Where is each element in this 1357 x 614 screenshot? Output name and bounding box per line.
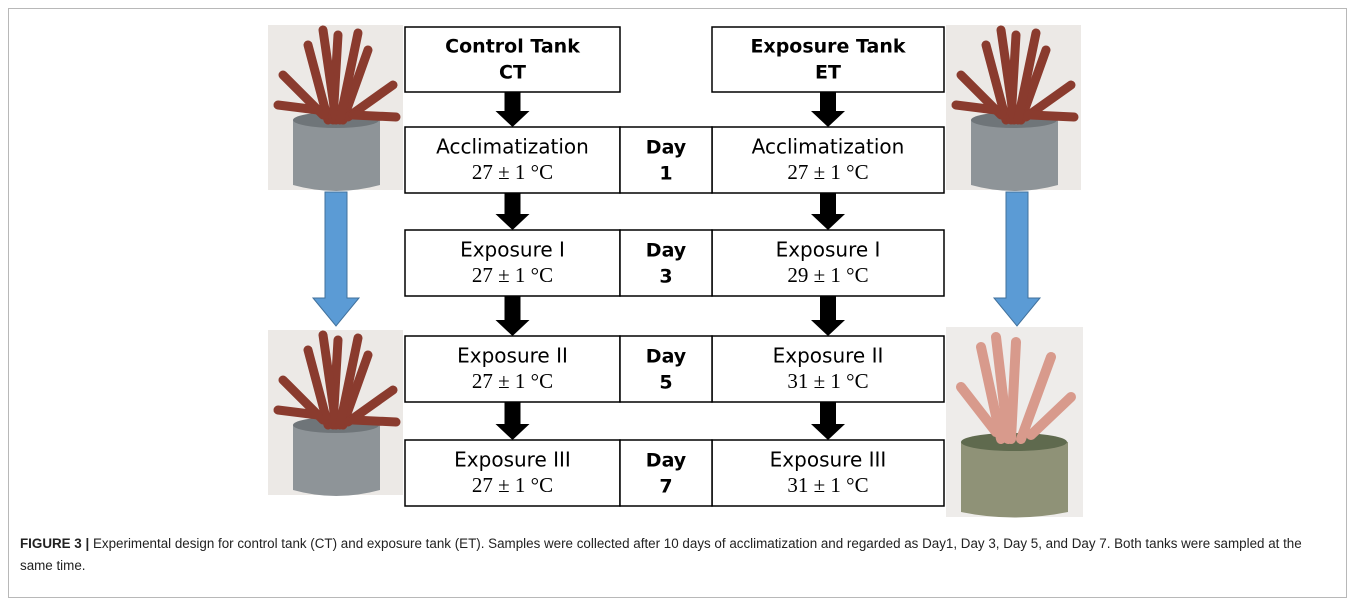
flow-arrow	[811, 402, 845, 440]
stage-label: Acclimatization	[752, 135, 905, 159]
day-label: Day	[646, 137, 687, 159]
tank-title: Exposure Tank	[750, 36, 905, 58]
figure-frame	[8, 8, 1347, 598]
box	[711, 26, 945, 93]
flow-arrow	[495, 402, 530, 440]
box	[711, 335, 945, 403]
coral-photo	[946, 25, 1081, 191]
stage-temp: 27 ± 1 °C	[787, 160, 868, 184]
day-number: 1	[659, 163, 672, 185]
day-number: 5	[659, 372, 672, 394]
stage-label: Exposure I	[460, 238, 565, 262]
coral-photo	[946, 327, 1083, 518]
stage-label: Exposure II	[457, 344, 568, 368]
day-label: Day	[646, 240, 687, 262]
flow-arrow	[811, 92, 845, 127]
stage-label: Exposure II	[773, 344, 884, 368]
flow-arrow	[811, 296, 845, 336]
stage-label: Exposure I	[776, 238, 881, 262]
caption-text: Experimental design for control tank (CT…	[20, 536, 1302, 573]
coral-photo	[268, 25, 403, 191]
flow-arrow	[495, 92, 530, 127]
stage-temp: 27 ± 1 °C	[472, 473, 553, 497]
box	[711, 439, 945, 507]
stage-temp: 31 ± 1 °C	[787, 369, 868, 393]
blue-arrow	[992, 191, 1042, 327]
box	[619, 126, 713, 194]
stage-label: Exposure III	[770, 448, 887, 472]
stage-temp: 31 ± 1 °C	[787, 473, 868, 497]
stage-label: Exposure III	[454, 448, 571, 472]
caption-label: FIGURE 3 |	[20, 536, 90, 551]
day-number: 7	[659, 476, 672, 498]
flow-arrow	[495, 296, 530, 336]
tank-abbr: ET	[815, 62, 841, 84]
coral-photo	[268, 330, 403, 496]
flow-arrow	[495, 193, 530, 230]
stage-temp: 27 ± 1 °C	[472, 160, 553, 184]
stage-label: Acclimatization	[436, 135, 589, 159]
box	[619, 439, 713, 507]
tank-title: Control Tank	[445, 36, 580, 58]
blue-arrow	[311, 191, 361, 327]
tank-abbr: CT	[499, 62, 526, 84]
caption: FIGURE 3 | Experimental design for contr…	[20, 533, 1338, 577]
day-label: Day	[646, 346, 687, 368]
day-label: Day	[646, 450, 687, 472]
box	[619, 335, 713, 403]
stage-temp: 27 ± 1 °C	[472, 263, 553, 287]
day-number: 3	[659, 266, 672, 288]
box	[404, 335, 621, 403]
box	[404, 229, 621, 297]
diagram: Control Tank CT Exposure Tank ET Acclimatiza…	[0, 0, 1357, 530]
flow-arrow	[811, 193, 845, 230]
stage-temp: 29 ± 1 °C	[787, 263, 868, 287]
stage-temp: 27 ± 1 °C	[472, 369, 553, 393]
box	[404, 439, 621, 507]
box	[619, 229, 713, 297]
